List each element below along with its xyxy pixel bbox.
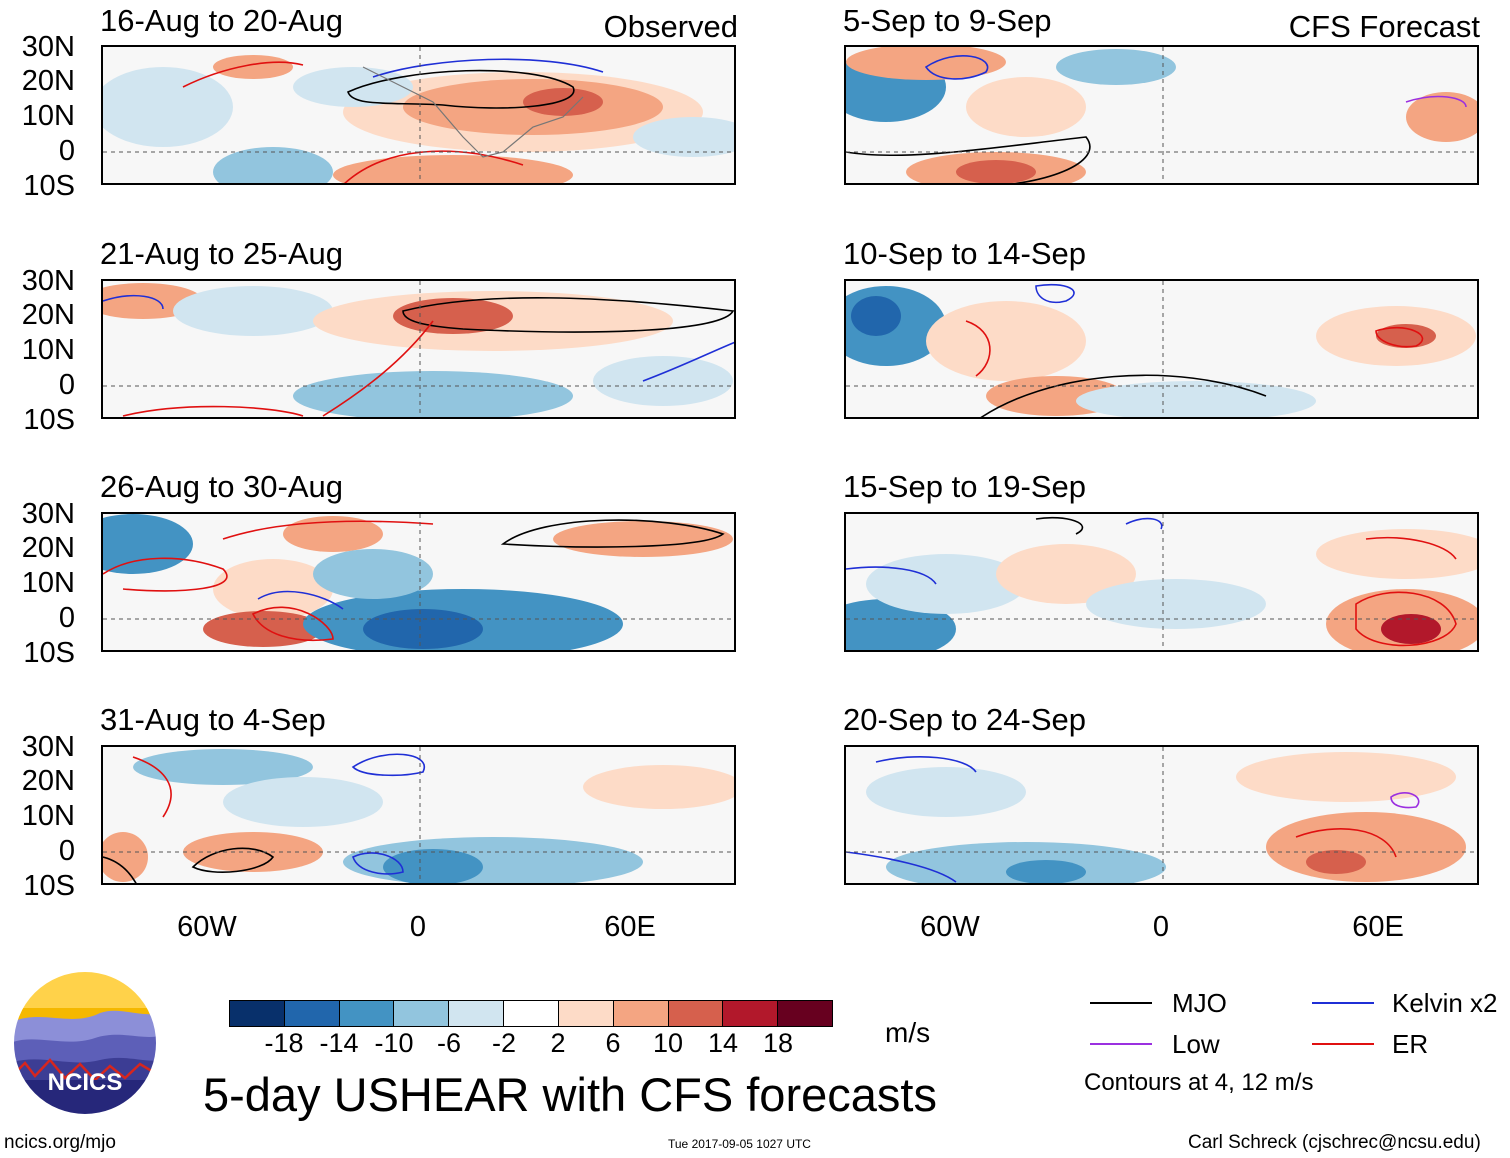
colorbar-tick: 6 (605, 1028, 621, 1058)
colorbar-tick: 18 (762, 1028, 794, 1058)
lat-label-10s: 10S (23, 404, 75, 436)
legend-label-er: ER (1392, 1029, 1429, 1059)
legend-line-mjo (1090, 1002, 1152, 1004)
lat-label-30n: 30N (21, 731, 75, 763)
lat-label-30n: 30N (21, 31, 75, 63)
panel-title-left-1: 16-Aug to 20-Aug (100, 3, 344, 38)
panel-title-left-4: 31-Aug to 4-Sep (100, 702, 326, 737)
lon-label-60e-right: 60E (1352, 911, 1404, 943)
shear-field (103, 47, 734, 183)
colorbar-swatch (339, 1001, 395, 1026)
colorbar-swatch (668, 1001, 724, 1026)
footer-url: ncics.org/mjo (4, 1132, 116, 1153)
map-panel-right-4 (844, 745, 1479, 885)
colorbar-swatch (449, 1001, 505, 1026)
lat-label-30n: 30N (21, 498, 75, 530)
footer-timestamp: Tue 2017-09-05 1027 UTC (668, 1137, 811, 1151)
lat-label-0: 0 (58, 135, 75, 167)
lat-label-10s: 10S (23, 637, 75, 669)
colorbar-tick: -10 (374, 1028, 414, 1058)
panel-tag-cfs-forecast: CFS Forecast (1288, 9, 1480, 44)
lat-label-20n: 20N (21, 299, 75, 331)
map-panel-right-2 (844, 279, 1479, 419)
panel-title-right-2: 10-Sep to 14-Sep (843, 236, 1087, 271)
map-panel-left-4 (101, 745, 736, 885)
colorbar-tick: -14 (319, 1028, 359, 1058)
panel-title-left-2: 21-Aug to 25-Aug (100, 236, 344, 271)
legend-line-kelvin (1312, 1002, 1374, 1004)
colorbar-units: m/s (885, 1017, 931, 1048)
lat-label-10s: 10S (23, 170, 75, 202)
lon-label-60w-right: 60W (920, 911, 980, 943)
colorbar-tick: 10 (652, 1028, 684, 1058)
shear-field (103, 281, 734, 417)
map-panel-left-2 (101, 279, 736, 419)
lat-label-20n: 20N (21, 532, 75, 564)
lat-label-10n: 10N (21, 100, 75, 132)
lat-label-20n: 20N (21, 65, 75, 97)
main-title: 5-day USHEAR with CFS forecasts (203, 1068, 937, 1121)
legend-label-mjo: MJO (1172, 988, 1227, 1018)
colorbar-tick: -2 (491, 1028, 516, 1058)
lat-label-0: 0 (58, 602, 75, 634)
panel-title-left-3: 26-Aug to 30-Aug (100, 469, 344, 504)
lat-label-0: 0 (58, 835, 75, 867)
lat-label-0: 0 (58, 369, 75, 401)
panel-title-right-1: 5-Sep to 9-Sep (843, 3, 1052, 38)
shear-field (846, 514, 1477, 650)
lat-label-10n: 10N (21, 567, 75, 599)
panel-title-right-3: 15-Sep to 19-Sep (843, 469, 1087, 504)
legend-line-er (1312, 1043, 1374, 1045)
colorbar-swatch (613, 1001, 669, 1026)
lat-label-10n: 10N (21, 800, 75, 832)
colorbar-swatch (504, 1001, 559, 1026)
legend-line-low (1090, 1043, 1152, 1045)
shear-field (846, 281, 1477, 417)
colorbar-swatch (723, 1001, 779, 1026)
legend-label-low: Low (1172, 1029, 1220, 1059)
map-panel-left-1 (101, 45, 736, 185)
panel-title-right-4: 20-Sep to 24-Sep (843, 702, 1087, 737)
colorbar (229, 1000, 833, 1027)
colorbar-swatch (558, 1001, 614, 1026)
shear-field (103, 514, 734, 650)
shear-field (846, 747, 1477, 883)
lat-label-10n: 10N (21, 334, 75, 366)
shear-field (846, 47, 1477, 183)
footer-credit: Carl Schreck (cjschrec@ncsu.edu) (1188, 1132, 1481, 1153)
colorbar-swatch (284, 1001, 340, 1026)
map-panel-right-1 (844, 45, 1479, 185)
legend-label-kelvin: Kelvin x2 (1392, 988, 1498, 1018)
colorbar-tick: -18 (264, 1028, 304, 1058)
ncics-logo: NCICS (10, 968, 160, 1118)
map-panel-right-3 (844, 512, 1479, 652)
lon-label-60w-left: 60W (177, 911, 237, 943)
colorbar-tick: 14 (707, 1028, 739, 1058)
shear-field (103, 747, 734, 883)
lon-label-0-left: 0 (409, 911, 427, 943)
colorbar-tick: 2 (550, 1028, 566, 1058)
lat-label-20n: 20N (21, 765, 75, 797)
colorbar-swatch (230, 1001, 285, 1026)
map-panel-left-3 (101, 512, 736, 652)
lat-label-30n: 30N (21, 265, 75, 297)
colorbar-tick: -6 (436, 1028, 461, 1058)
logo-text: NCICS (48, 1069, 123, 1096)
lon-label-60e-left: 60E (604, 911, 656, 943)
legend-contour-note: Contours at 4, 12 m/s (1084, 1069, 1314, 1096)
lon-label-0-right: 0 (1152, 911, 1170, 943)
colorbar-swatch (394, 1001, 450, 1026)
colorbar-swatch (778, 1001, 832, 1026)
lat-label-10s: 10S (23, 870, 75, 902)
panel-tag-observed: Observed (603, 9, 738, 44)
